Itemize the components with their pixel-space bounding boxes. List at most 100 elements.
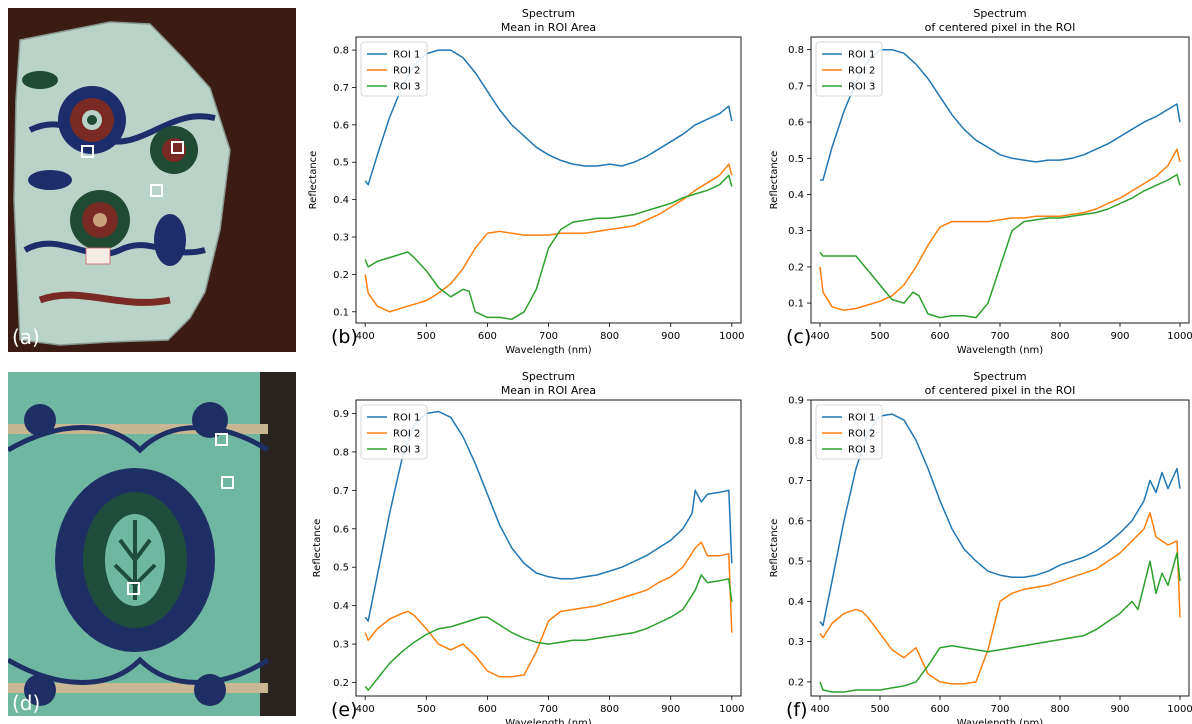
- y-tick-label: 0.1: [333, 307, 349, 318]
- photo-d-label: (d): [12, 691, 40, 715]
- y-tick-label: 0.4: [333, 601, 349, 612]
- legend-box: [360, 404, 428, 460]
- y-tick-label: 0.6: [788, 516, 804, 527]
- legend-label-roi-3: ROI 3: [848, 82, 875, 93]
- legend-label-roi-2: ROI 2: [848, 429, 875, 440]
- x-axis-label: Wavelength (nm): [957, 345, 1043, 356]
- roi-marker-d-2: [221, 476, 234, 489]
- y-tick-label: 0.5: [788, 154, 804, 165]
- y-tick-label: 0.8: [788, 45, 804, 56]
- x-tick-label: 600: [478, 331, 497, 342]
- chart-title: Spectrum: [973, 370, 1026, 383]
- x-tick-label: 400: [356, 331, 375, 342]
- x-tick-label: 500: [870, 331, 889, 342]
- y-axis-label: Reflectance: [769, 151, 780, 210]
- legend-box: [360, 41, 428, 97]
- y-tick-label: 0.5: [333, 563, 349, 574]
- x-tick-label: 1000: [719, 704, 744, 715]
- chart-title: Spectrum: [522, 7, 575, 20]
- chart-subtitle: of centered pixel in the ROI: [925, 21, 1076, 34]
- x-tick-label: 500: [417, 704, 436, 715]
- y-tick-label: 0.5: [788, 557, 804, 568]
- panel-label-c: (c): [786, 326, 811, 348]
- series-line-roi-2: [819, 148, 1181, 312]
- x-axis-label: Wavelength (nm): [505, 718, 591, 724]
- legend-label-roi-1: ROI 1: [848, 50, 875, 61]
- y-tick-label: 0.6: [333, 120, 349, 131]
- y-tick-label: 0.4: [788, 190, 804, 201]
- series-line-roi-3: [364, 574, 733, 691]
- series-line-roi-2: [364, 541, 733, 678]
- chart-title: Spectrum: [522, 370, 575, 383]
- x-axis-label: Wavelength (nm): [505, 345, 591, 356]
- x-tick-label: 800: [1050, 704, 1069, 715]
- flower-rosette: [58, 86, 126, 154]
- legend-label-roi-3: ROI 3: [393, 445, 420, 456]
- y-tick-label: 0.6: [788, 118, 804, 129]
- roi-marker-d-1: [215, 433, 228, 446]
- catalog-label: [85, 247, 111, 265]
- roi-marker-a-3: [150, 184, 163, 197]
- x-tick-label: 800: [1050, 331, 1069, 342]
- x-tick-label: 500: [417, 331, 436, 342]
- x-tick-label: 400: [810, 331, 829, 342]
- legend: ROI 1 ROI 2 ROI 3: [360, 404, 428, 460]
- legend-label-roi-3: ROI 3: [848, 445, 875, 456]
- roi-marker-a-2: [171, 141, 184, 154]
- x-tick-label: 700: [990, 331, 1009, 342]
- y-tick-label: 0.8: [333, 447, 349, 458]
- y-tick-label: 0.9: [788, 396, 804, 407]
- series-line-roi-2: [364, 163, 733, 313]
- x-tick-label: 700: [990, 704, 1009, 715]
- x-tick-label: 900: [661, 704, 680, 715]
- legend-box: [815, 41, 883, 97]
- panel-label-f: (f): [786, 699, 808, 721]
- chart-title: Spectrum: [973, 7, 1026, 20]
- y-tick-label: 0.4: [333, 195, 349, 206]
- grout-line-bottom: [8, 683, 268, 693]
- y-tick-label: 0.7: [333, 486, 349, 497]
- y-tick-label: 0.7: [788, 476, 804, 487]
- flower-right: [150, 126, 198, 174]
- y-tick-label: 0.2: [333, 270, 349, 281]
- y-axis-label: Reflectance: [312, 519, 323, 578]
- legend-label-roi-3: ROI 3: [393, 82, 420, 93]
- photo-d: (d): [8, 372, 296, 716]
- legend-box: [815, 404, 883, 460]
- panel-label-e: (e): [331, 699, 358, 721]
- x-tick-label: 600: [930, 331, 949, 342]
- x-tick-label: 900: [1110, 331, 1129, 342]
- x-tick-label: 600: [930, 704, 949, 715]
- x-tick-label: 900: [1110, 704, 1129, 715]
- y-tick-label: 0.7: [788, 81, 804, 92]
- y-tick-label: 0.2: [788, 262, 804, 273]
- y-tick-label: 0.6: [333, 524, 349, 535]
- photo-a: (a): [8, 8, 296, 352]
- y-tick-label: 0.8: [788, 436, 804, 447]
- central-palmette: [55, 468, 215, 652]
- x-tick-label: 500: [870, 704, 889, 715]
- flower-lower: [70, 190, 130, 250]
- series-line-roi-2: [819, 512, 1181, 685]
- chart-subtitle: of centered pixel in the ROI: [925, 384, 1076, 397]
- x-tick-label: 700: [539, 331, 558, 342]
- legend-label-roi-1: ROI 1: [393, 413, 420, 424]
- y-tick-label: 0.8: [333, 46, 349, 57]
- x-tick-label: 600: [478, 704, 497, 715]
- series-line-roi-3: [364, 174, 733, 321]
- y-tick-label: 0.3: [333, 640, 349, 651]
- chart-subtitle: Mean in ROI Area: [501, 384, 596, 397]
- y-tick-label: 0.5: [333, 158, 349, 169]
- x-tick-label: 1000: [1167, 331, 1192, 342]
- y-axis-label: Reflectance: [769, 519, 780, 578]
- legend-label-roi-1: ROI 1: [393, 50, 420, 61]
- y-tick-label: 0.1: [788, 299, 804, 310]
- y-tick-label: 0.2: [333, 678, 349, 689]
- legend-label-roi-2: ROI 2: [848, 66, 875, 77]
- legend-label-roi-1: ROI 1: [848, 413, 875, 424]
- y-tick-label: 0.2: [788, 677, 804, 688]
